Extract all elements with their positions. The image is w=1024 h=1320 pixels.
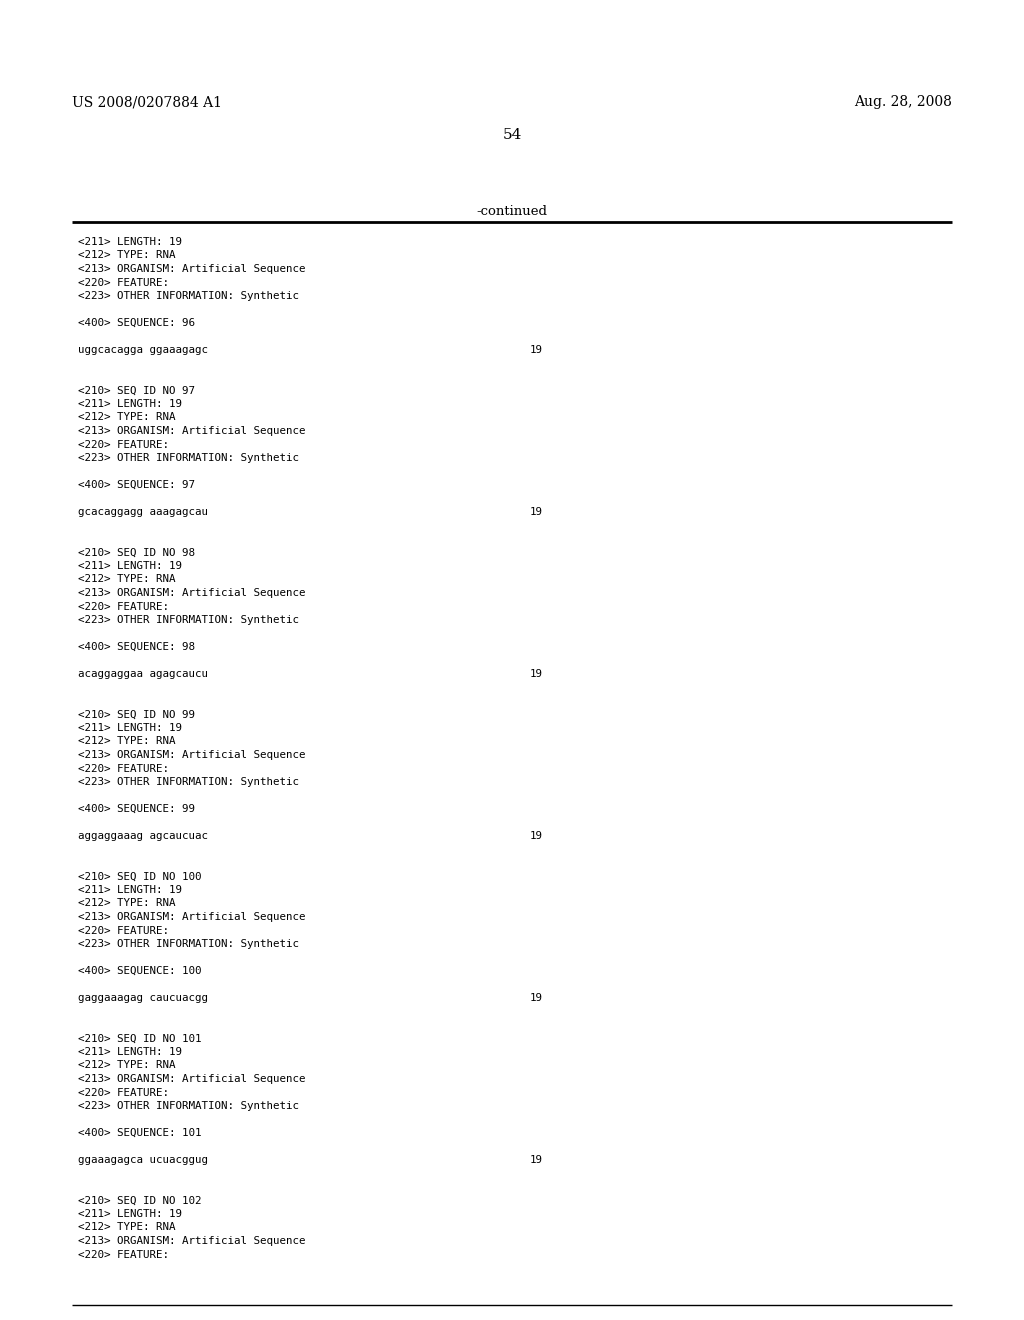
Text: <211> LENGTH: 19: <211> LENGTH: 19 bbox=[78, 399, 182, 409]
Text: <213> ORGANISM: Artificial Sequence: <213> ORGANISM: Artificial Sequence bbox=[78, 750, 305, 760]
Text: <400> SEQUENCE: 96: <400> SEQUENCE: 96 bbox=[78, 318, 195, 327]
Text: <400> SEQUENCE: 100: <400> SEQUENCE: 100 bbox=[78, 966, 202, 975]
Text: <210> SEQ ID NO 97: <210> SEQ ID NO 97 bbox=[78, 385, 195, 396]
Text: <210> SEQ ID NO 99: <210> SEQ ID NO 99 bbox=[78, 710, 195, 719]
Text: <220> FEATURE:: <220> FEATURE: bbox=[78, 277, 169, 288]
Text: <223> OTHER INFORMATION: Synthetic: <223> OTHER INFORMATION: Synthetic bbox=[78, 777, 299, 787]
Text: <223> OTHER INFORMATION: Synthetic: <223> OTHER INFORMATION: Synthetic bbox=[78, 939, 299, 949]
Text: 54: 54 bbox=[503, 128, 521, 143]
Text: <220> FEATURE:: <220> FEATURE: bbox=[78, 602, 169, 611]
Text: <212> TYPE: RNA: <212> TYPE: RNA bbox=[78, 412, 175, 422]
Text: Aug. 28, 2008: Aug. 28, 2008 bbox=[854, 95, 952, 110]
Text: <213> ORGANISM: Artificial Sequence: <213> ORGANISM: Artificial Sequence bbox=[78, 426, 305, 436]
Text: ggaaagagca ucuacggug: ggaaagagca ucuacggug bbox=[78, 1155, 208, 1166]
Text: -continued: -continued bbox=[476, 205, 548, 218]
Text: <223> OTHER INFORMATION: Synthetic: <223> OTHER INFORMATION: Synthetic bbox=[78, 1101, 299, 1111]
Text: <211> LENGTH: 19: <211> LENGTH: 19 bbox=[78, 884, 182, 895]
Text: <211> LENGTH: 19: <211> LENGTH: 19 bbox=[78, 1047, 182, 1057]
Text: 19: 19 bbox=[530, 669, 543, 678]
Text: 19: 19 bbox=[530, 993, 543, 1003]
Text: uggcacagga ggaaagagc: uggcacagga ggaaagagc bbox=[78, 345, 208, 355]
Text: <400> SEQUENCE: 97: <400> SEQUENCE: 97 bbox=[78, 480, 195, 490]
Text: <212> TYPE: RNA: <212> TYPE: RNA bbox=[78, 1222, 175, 1233]
Text: <213> ORGANISM: Artificial Sequence: <213> ORGANISM: Artificial Sequence bbox=[78, 264, 305, 275]
Text: 19: 19 bbox=[530, 345, 543, 355]
Text: <213> ORGANISM: Artificial Sequence: <213> ORGANISM: Artificial Sequence bbox=[78, 1074, 305, 1084]
Text: US 2008/0207884 A1: US 2008/0207884 A1 bbox=[72, 95, 222, 110]
Text: <220> FEATURE:: <220> FEATURE: bbox=[78, 440, 169, 450]
Text: 19: 19 bbox=[530, 1155, 543, 1166]
Text: gcacaggagg aaagagcau: gcacaggagg aaagagcau bbox=[78, 507, 208, 517]
Text: <220> FEATURE:: <220> FEATURE: bbox=[78, 1088, 169, 1097]
Text: <213> ORGANISM: Artificial Sequence: <213> ORGANISM: Artificial Sequence bbox=[78, 587, 305, 598]
Text: <210> SEQ ID NO 100: <210> SEQ ID NO 100 bbox=[78, 871, 202, 882]
Text: <211> LENGTH: 19: <211> LENGTH: 19 bbox=[78, 723, 182, 733]
Text: <213> ORGANISM: Artificial Sequence: <213> ORGANISM: Artificial Sequence bbox=[78, 912, 305, 921]
Text: <212> TYPE: RNA: <212> TYPE: RNA bbox=[78, 251, 175, 260]
Text: <212> TYPE: RNA: <212> TYPE: RNA bbox=[78, 737, 175, 747]
Text: <213> ORGANISM: Artificial Sequence: <213> ORGANISM: Artificial Sequence bbox=[78, 1236, 305, 1246]
Text: 19: 19 bbox=[530, 507, 543, 517]
Text: <211> LENGTH: 19: <211> LENGTH: 19 bbox=[78, 238, 182, 247]
Text: <210> SEQ ID NO 101: <210> SEQ ID NO 101 bbox=[78, 1034, 202, 1044]
Text: <220> FEATURE:: <220> FEATURE: bbox=[78, 925, 169, 936]
Text: acaggaggaa agagcaucu: acaggaggaa agagcaucu bbox=[78, 669, 208, 678]
Text: <211> LENGTH: 19: <211> LENGTH: 19 bbox=[78, 1209, 182, 1218]
Text: <223> OTHER INFORMATION: Synthetic: <223> OTHER INFORMATION: Synthetic bbox=[78, 453, 299, 463]
Text: <220> FEATURE:: <220> FEATURE: bbox=[78, 1250, 169, 1259]
Text: <400> SEQUENCE: 101: <400> SEQUENCE: 101 bbox=[78, 1129, 202, 1138]
Text: <212> TYPE: RNA: <212> TYPE: RNA bbox=[78, 1060, 175, 1071]
Text: gaggaaagag caucuacgg: gaggaaagag caucuacgg bbox=[78, 993, 208, 1003]
Text: aggaggaaag agcaucuac: aggaggaaag agcaucuac bbox=[78, 832, 208, 841]
Text: <223> OTHER INFORMATION: Synthetic: <223> OTHER INFORMATION: Synthetic bbox=[78, 615, 299, 624]
Text: <212> TYPE: RNA: <212> TYPE: RNA bbox=[78, 899, 175, 908]
Text: <212> TYPE: RNA: <212> TYPE: RNA bbox=[78, 574, 175, 585]
Text: <400> SEQUENCE: 98: <400> SEQUENCE: 98 bbox=[78, 642, 195, 652]
Text: <220> FEATURE:: <220> FEATURE: bbox=[78, 763, 169, 774]
Text: <210> SEQ ID NO 102: <210> SEQ ID NO 102 bbox=[78, 1196, 202, 1205]
Text: <210> SEQ ID NO 98: <210> SEQ ID NO 98 bbox=[78, 548, 195, 557]
Text: <211> LENGTH: 19: <211> LENGTH: 19 bbox=[78, 561, 182, 572]
Text: <223> OTHER INFORMATION: Synthetic: <223> OTHER INFORMATION: Synthetic bbox=[78, 290, 299, 301]
Text: 19: 19 bbox=[530, 832, 543, 841]
Text: <400> SEQUENCE: 99: <400> SEQUENCE: 99 bbox=[78, 804, 195, 814]
